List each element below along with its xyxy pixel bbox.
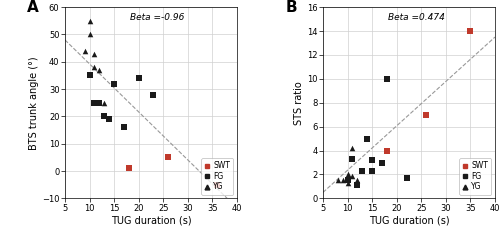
Point [358,169,366,173]
Point [120,125,128,129]
Text: B: B [285,0,297,15]
Point [402,176,410,180]
Point [338,179,346,182]
Point [344,173,351,176]
Text: Beta =-0.96: Beta =-0.96 [130,13,184,22]
Y-axis label: STS ratio: STS ratio [294,81,304,125]
Point [105,117,113,121]
Text: A: A [27,0,39,15]
Legend: SWT, FG, YG: SWT, FG, YG [201,158,233,195]
X-axis label: TUG duration (s): TUG duration (s) [110,216,192,226]
Point [348,174,356,178]
X-axis label: TUG duration (s): TUG duration (s) [368,216,450,226]
Point [383,149,391,152]
Point [134,76,142,80]
Point [383,77,391,81]
Point [90,65,98,69]
Point [466,29,474,33]
Point [354,183,362,187]
Point [86,19,94,23]
Legend: SWT, FG, YG: SWT, FG, YG [459,158,491,195]
Point [348,157,356,161]
Point [334,179,342,182]
Point [368,158,376,162]
Point [354,179,362,182]
Point [368,169,376,173]
Point [344,179,351,182]
Point [344,181,351,185]
Point [100,114,108,118]
Point [80,49,88,53]
Point [90,52,98,55]
Point [363,137,371,141]
Point [86,74,94,77]
Point [86,33,94,36]
Point [110,82,118,86]
Point [150,93,158,97]
Point [348,146,356,150]
Point [214,183,222,187]
Point [96,101,104,105]
Text: Beta =0.474: Beta =0.474 [388,13,445,22]
Point [90,101,98,105]
Point [100,101,108,105]
Y-axis label: BTS trunk angle (°): BTS trunk angle (°) [29,56,39,150]
Point [96,68,104,72]
Point [378,161,386,164]
Point [164,156,172,159]
Point [422,113,430,117]
Point [125,166,133,170]
